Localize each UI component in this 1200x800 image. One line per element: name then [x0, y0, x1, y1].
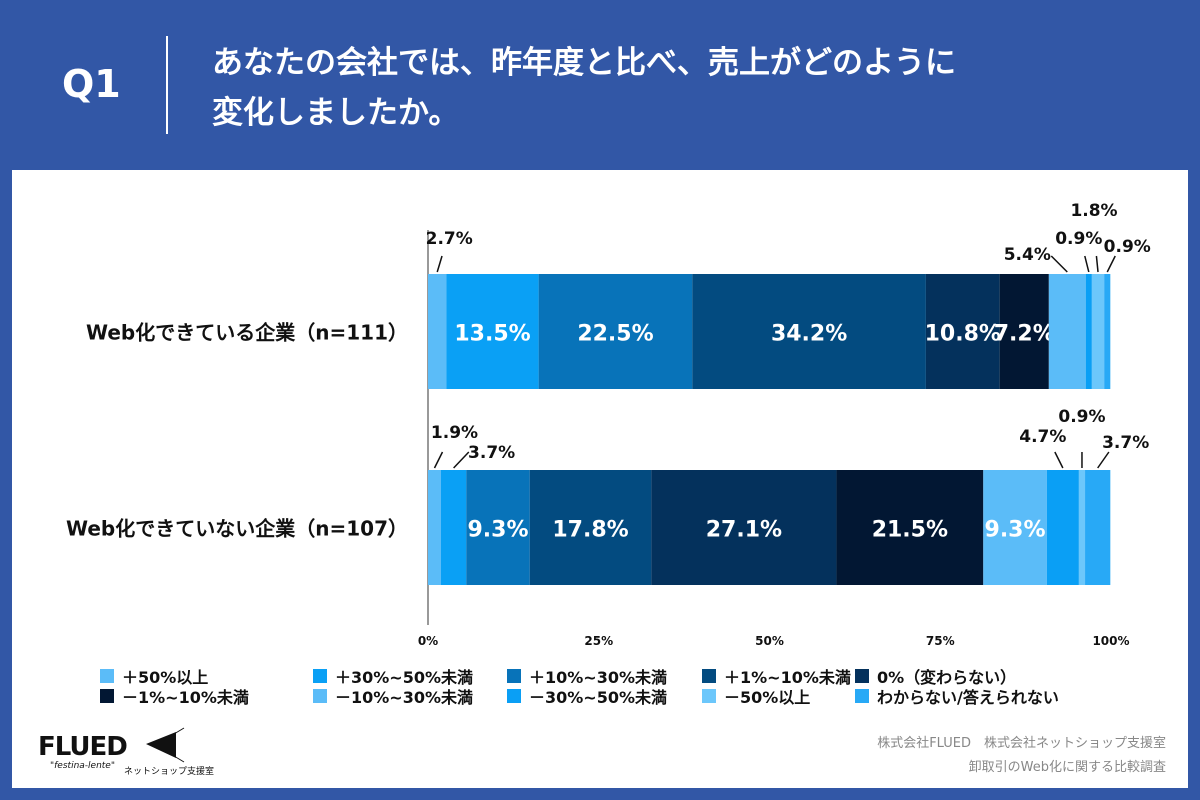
data-label: 4.7%	[1019, 427, 1066, 447]
legend-item: －30%~50%未満	[507, 684, 667, 708]
category-label: Web化できていない企業（n=107）	[66, 517, 408, 541]
leader-line	[1054, 451, 1064, 469]
bar-segment	[1078, 470, 1086, 585]
legend-label: わからない/答えられない	[877, 688, 1059, 707]
legend-item: ＋50%以上	[100, 664, 208, 688]
data-label: 34.2%	[771, 322, 847, 347]
bar-segment	[466, 470, 530, 585]
bar-segment	[440, 470, 467, 585]
data-label: 13.5%	[454, 322, 530, 347]
leader-line	[1097, 451, 1110, 469]
bar-segment	[692, 274, 926, 389]
bar-segment	[428, 470, 441, 585]
bar-segment	[651, 470, 837, 585]
bar-segment	[1085, 470, 1111, 585]
legend-label: ＋50%以上	[122, 668, 209, 687]
x-tick-label: 0%	[418, 634, 438, 648]
netshop-logo-icon	[146, 727, 185, 763]
data-label: 9.3%	[985, 518, 1046, 543]
x-tick-label: 100%	[1092, 634, 1129, 648]
data-label: 5.4%	[1004, 245, 1051, 265]
bar-segment	[428, 274, 447, 389]
data-label: 9.3%	[467, 518, 528, 543]
bar-segment	[925, 274, 1000, 389]
data-label: 3.7%	[1102, 433, 1149, 453]
legend-label: －1%~10%未満	[122, 688, 249, 707]
bar-segment	[999, 274, 1049, 389]
bar-segment	[1091, 274, 1105, 389]
legend-swatch	[855, 689, 869, 703]
flued-logo: FLUED	[38, 732, 128, 762]
bar-segment	[983, 470, 1047, 585]
legend-swatch	[855, 669, 869, 683]
legend-label: ＋30%~50%未満	[335, 668, 474, 687]
data-label: 22.5%	[577, 322, 653, 347]
data-label: 7.2%	[994, 322, 1055, 347]
flued-logo-tagline: "festina-lente"	[50, 761, 115, 771]
netshop-logo-text: ネットショップ支援室	[124, 767, 215, 777]
bar-segment	[1046, 470, 1079, 585]
legend-item: わからない/答えられない	[855, 684, 1059, 708]
bar-segment	[446, 274, 539, 389]
legend-label: ＋1%~10%未満	[724, 668, 851, 687]
legend-item: 0%（変わらない）	[855, 664, 1016, 688]
credit-companies: 株式会社FLUED 株式会社ネットショップ支援室	[877, 736, 1166, 751]
legend-label: －30%~50%未満	[529, 688, 668, 707]
bar-segment	[1048, 274, 1086, 389]
legend-swatch	[313, 669, 327, 683]
leader-line	[1106, 255, 1116, 273]
legend-label: －50%以上	[724, 688, 811, 707]
title-line-2: 変化しましたか。	[212, 95, 460, 131]
divider	[166, 36, 168, 134]
data-label: 1.8%	[1070, 201, 1117, 221]
x-tick-label: 75%	[926, 634, 955, 648]
bar-segment	[1104, 274, 1111, 389]
question-number: Q1	[62, 62, 121, 106]
x-tick-label: 50%	[755, 634, 784, 648]
legend-label: ＋10%~30%未満	[529, 668, 668, 687]
legend-item: －50%以上	[702, 684, 810, 708]
leader-line	[436, 255, 443, 273]
credit-survey: 卸取引のWeb化に関する比較調査	[968, 760, 1166, 775]
legend-item: ＋1%~10%未満	[702, 664, 851, 688]
legend-item: ＋10%~30%未満	[507, 664, 667, 688]
legend-swatch	[507, 689, 521, 703]
legend-label: 0%（変わらない）	[877, 668, 1017, 687]
legend-swatch	[507, 669, 521, 683]
data-label: 10.8%	[925, 322, 1001, 347]
legend-swatch	[702, 689, 716, 703]
legend-swatch	[313, 689, 327, 703]
legend-swatch	[702, 669, 716, 683]
question-title: あなたの会社では、昨年度と比べ、売上がどのように 変化しましたか。	[212, 38, 1112, 138]
legend-item: ＋30%~50%未満	[313, 664, 473, 688]
legend-swatch	[100, 689, 114, 703]
legend-item: －10%~30%未満	[313, 684, 473, 708]
leader-line	[1095, 255, 1099, 273]
data-label: 0.9%	[1058, 407, 1105, 427]
bar-segment	[529, 470, 652, 585]
title-line-1: あなたの会社では、昨年度と比べ、売上がどのように	[212, 45, 956, 81]
category-label: Web化できている企業（n=111）	[86, 321, 408, 345]
legend-swatch	[100, 669, 114, 683]
leader-line	[1084, 255, 1090, 273]
leader-line	[453, 451, 470, 469]
leader-line	[1050, 255, 1068, 273]
data-label: 0.9%	[1055, 229, 1102, 249]
data-label: 0.9%	[1104, 237, 1151, 257]
data-label: 1.9%	[431, 423, 478, 443]
x-tick-label: 25%	[584, 634, 613, 648]
bar-segment	[836, 470, 984, 585]
data-label: 27.1%	[706, 518, 782, 543]
bar-segment	[538, 274, 693, 389]
data-label: 17.8%	[552, 518, 628, 543]
bar-segment	[1085, 274, 1092, 389]
data-label: 3.7%	[468, 443, 515, 463]
data-label: 2.7%	[426, 229, 473, 249]
leader-line	[433, 451, 444, 469]
legend-label: －10%~30%未満	[335, 688, 474, 707]
legend-item: －1%~10%未満	[100, 684, 249, 708]
data-label: 21.5%	[872, 518, 948, 543]
